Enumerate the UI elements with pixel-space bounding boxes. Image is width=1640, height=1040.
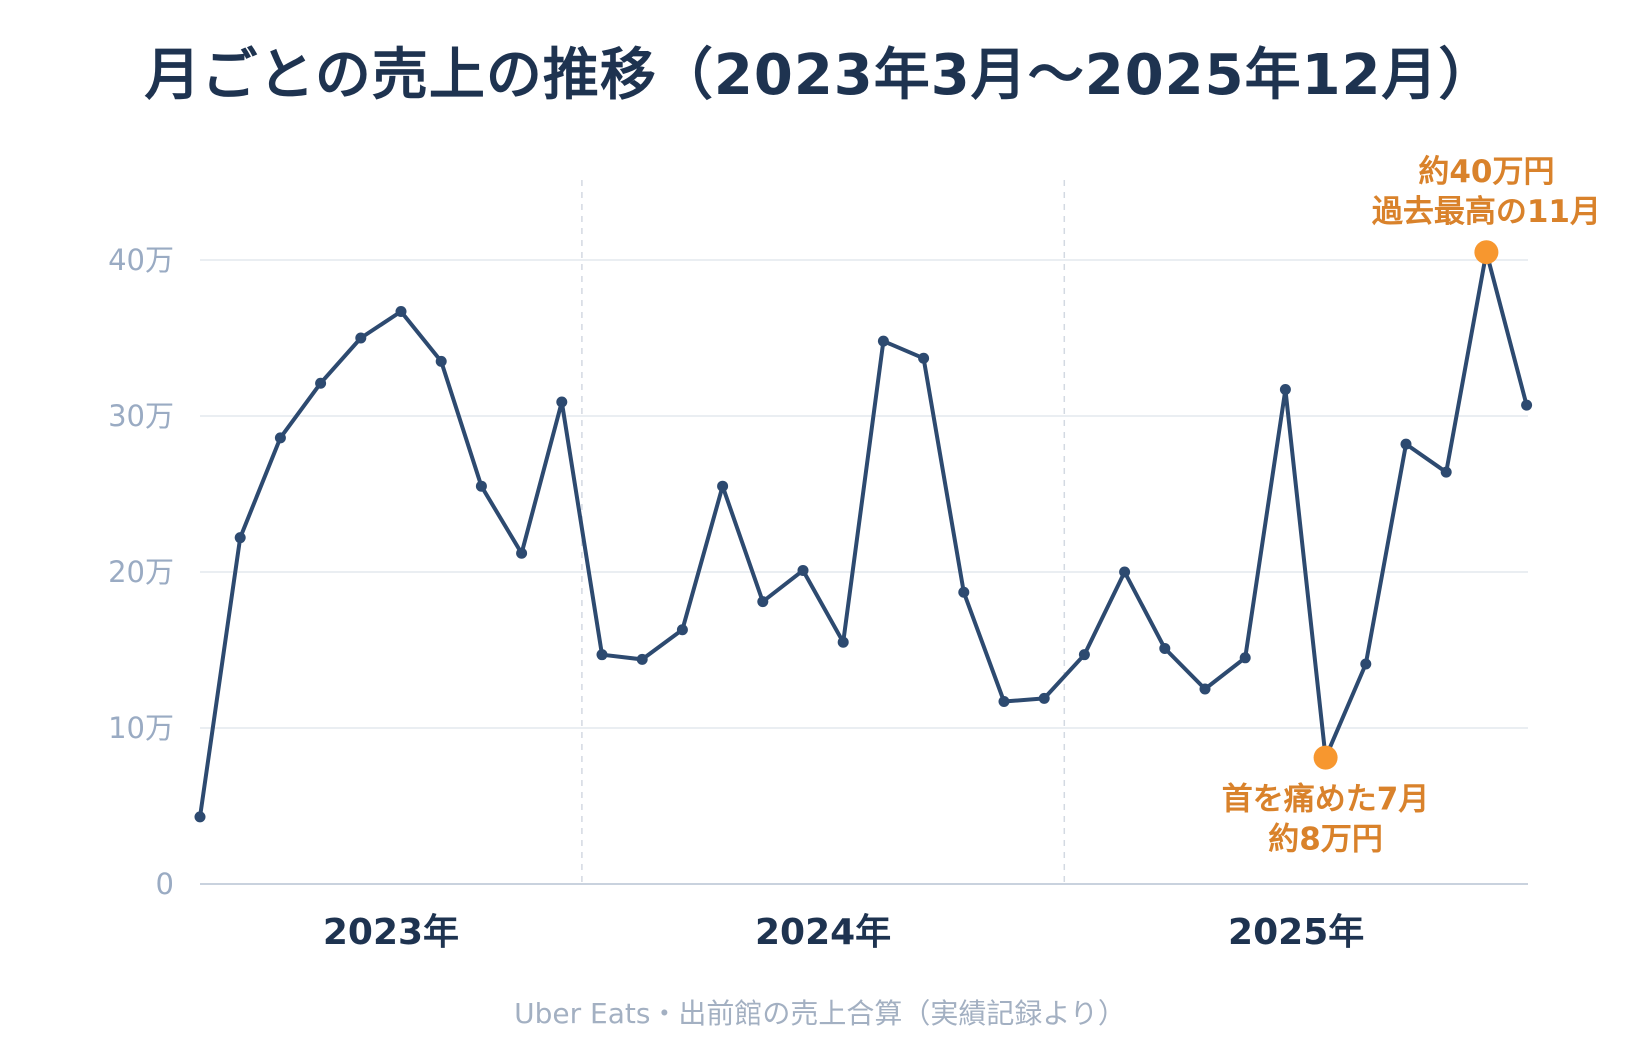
data-point (757, 596, 769, 608)
x-year-label: 2023年 (323, 912, 459, 953)
data-point (315, 377, 327, 389)
data-point (1199, 683, 1211, 695)
data-point (556, 396, 568, 408)
data-point (676, 624, 688, 636)
series-layer (194, 250, 1533, 823)
annotation-label: 約8万円 (1268, 822, 1383, 858)
axis-layer: 0 10万 20万 30万 40万 2023年 2024年 2025年 (108, 243, 1528, 953)
annotation-label: 過去最高の11月 (1372, 194, 1601, 230)
data-point (274, 432, 286, 444)
data-point (717, 480, 729, 492)
data-point (1360, 658, 1372, 670)
data-point (1078, 649, 1090, 661)
data-point (1119, 566, 1131, 578)
data-point (516, 547, 528, 559)
data-point (797, 564, 809, 576)
data-point (1440, 466, 1452, 478)
y-tick-label: 10万 (108, 711, 174, 745)
data-point (1279, 383, 1291, 395)
data-point (1159, 642, 1171, 654)
x-year-label: 2025年 (1228, 912, 1364, 953)
data-point (1521, 399, 1533, 411)
data-point (1038, 692, 1050, 704)
data-point (1239, 652, 1251, 664)
data-point (958, 586, 970, 598)
grid-layer (200, 180, 1528, 884)
data-point (395, 305, 407, 317)
low-highlight-point (1313, 745, 1338, 770)
y-tick-label: 40万 (108, 243, 174, 277)
data-point (998, 695, 1010, 707)
data-point (636, 653, 648, 665)
data-point (234, 532, 246, 544)
chart-source-note: Uber Eats・出前館の売上合算（実績記録より） (514, 997, 1126, 1030)
data-point (837, 636, 849, 648)
data-point (194, 811, 206, 823)
data-point (1400, 438, 1412, 450)
annotation-label: 首を痛めた7月 (1222, 782, 1430, 818)
data-point (918, 352, 930, 364)
data-point (877, 335, 889, 347)
y-tick-label: 0 (156, 867, 174, 901)
data-point (355, 332, 367, 344)
data-point (475, 480, 487, 492)
data-point (435, 355, 447, 367)
y-tick-label: 30万 (108, 399, 174, 433)
sales-line (198, 250, 1529, 819)
x-year-label: 2024年 (755, 912, 891, 953)
chart-title: 月ごとの売上の推移（2023年3月～2025年12月） (144, 43, 1496, 108)
peak-highlight-point (1474, 240, 1499, 265)
y-tick-label: 20万 (108, 555, 174, 589)
annotation-label: 約40万円 (1418, 154, 1554, 190)
data-point (596, 649, 608, 661)
